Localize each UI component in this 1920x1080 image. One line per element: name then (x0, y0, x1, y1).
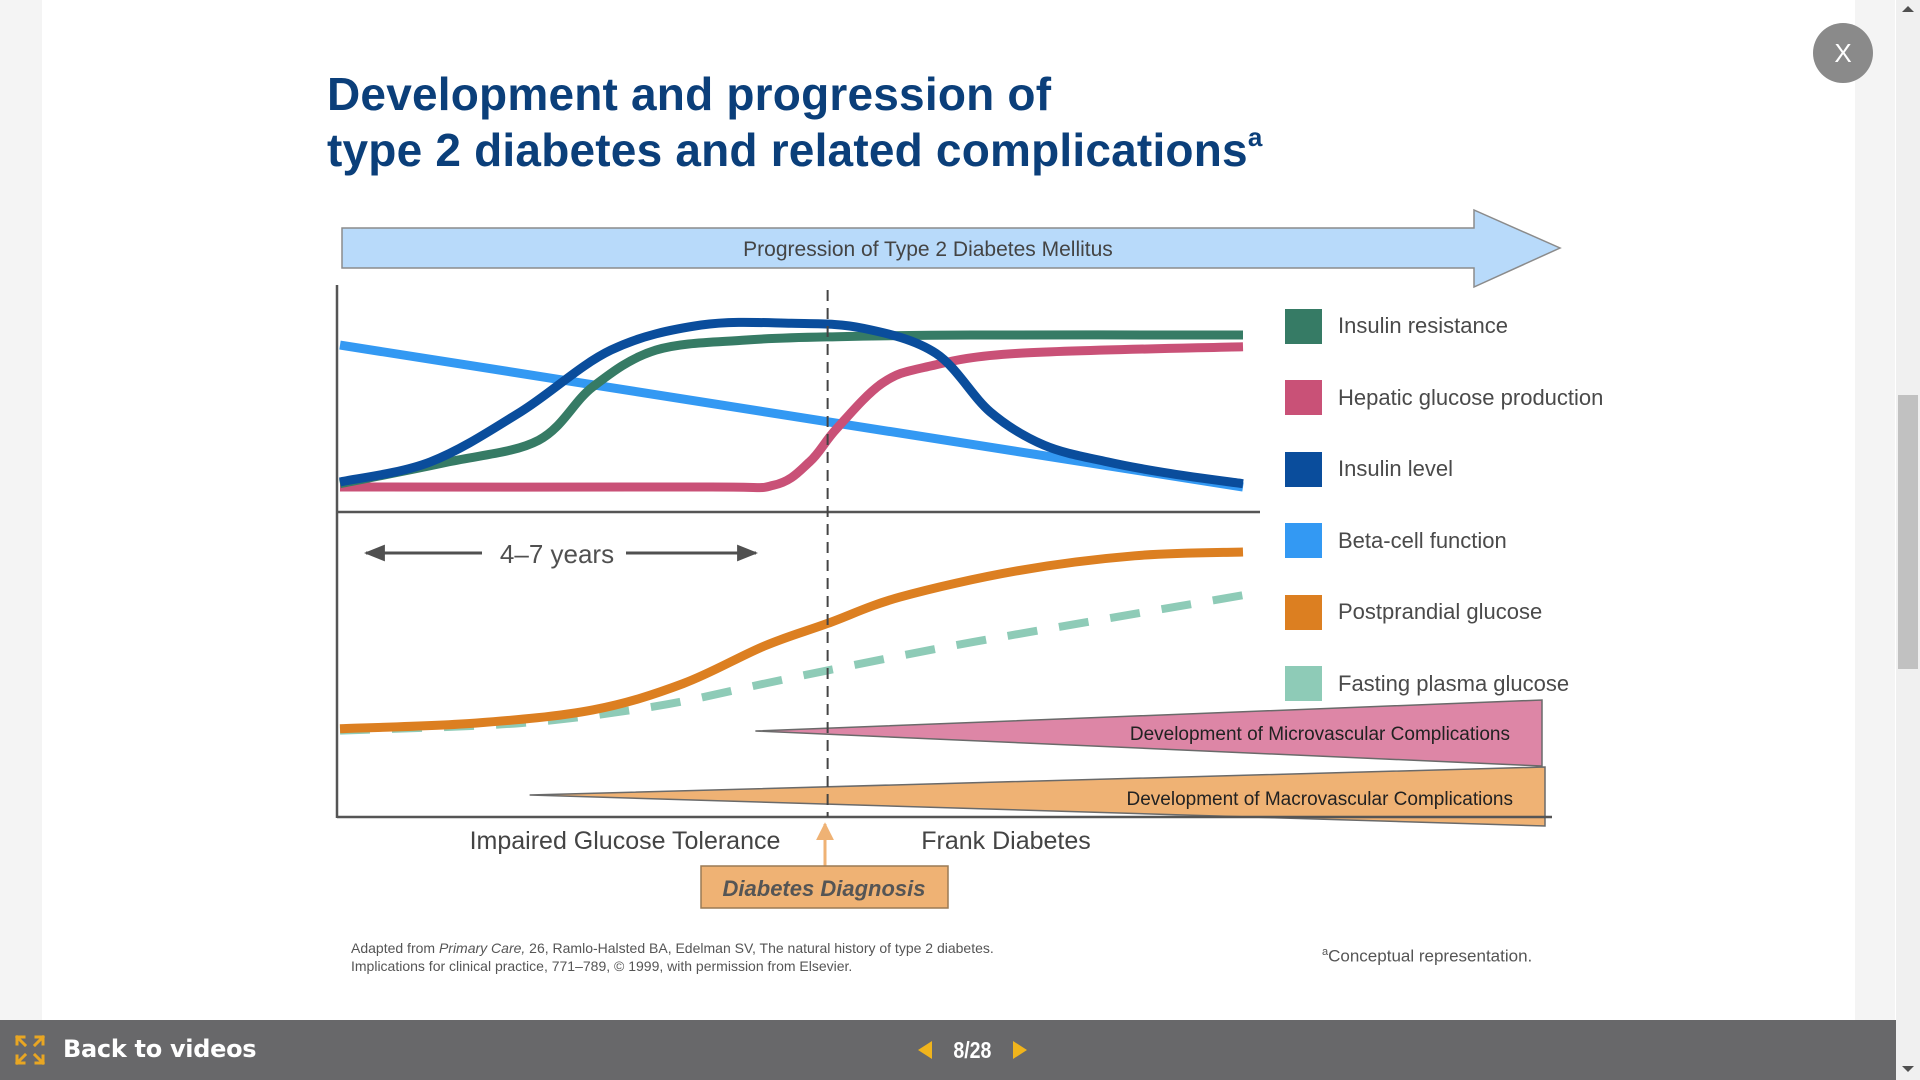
x-label-left: Impaired Glucose Tolerance (470, 827, 781, 855)
back-to-videos-link[interactable]: Back to videos (63, 1035, 257, 1063)
slide-pager: 8/28 (918, 1034, 1027, 1066)
x-label-right: Frank Diabetes (921, 827, 1091, 855)
legend-label: Beta-cell function (1338, 527, 1507, 553)
left-gutter (0, 0, 42, 1020)
legend-swatch (1285, 594, 1322, 630)
legend-item-insulin-level: Insulin level (1285, 450, 1453, 488)
legend-label: Postprandial glucose (1338, 599, 1543, 624)
diagram-chart: Progression of Type 2 Diabetes Mellitus … (335, 208, 1562, 909)
legend-label: Insulin resistance (1338, 313, 1508, 338)
series-line-beta-cell-function (339, 340, 1244, 492)
legend-label: Insulin level (1338, 456, 1453, 481)
series-line-insulin-level (339, 317, 1244, 489)
series-line-insulin-resistance (339, 330, 1244, 489)
legend-swatch (1285, 451, 1322, 487)
title-superscript: a (1247, 122, 1263, 152)
triangle-left-icon[interactable] (918, 1041, 932, 1059)
banner-arrow-shape (341, 208, 1562, 289)
diagnosis-box (700, 865, 949, 909)
band-development-of-macrovascular-complications (529, 766, 1546, 827)
lower-panel-series (339, 547, 1244, 735)
conceptual-note: aConceptual representation. (1322, 946, 1532, 967)
banner-label: Progression of Type 2 Diabetes Mellitus (743, 238, 1113, 261)
triangle-right-icon[interactable] (1012, 1041, 1027, 1059)
legend-item-hepatic-glucose-production: Hepatic glucose production (1285, 379, 1603, 417)
expand-arrows-icon[interactable] (14, 1034, 46, 1066)
duration-annotation: 4–7 years (363, 539, 759, 569)
legend-label: Hepatic glucose production (1338, 384, 1604, 410)
title-line-2: type 2 diabetes and related complication… (327, 124, 1248, 176)
progression-banner-arrow: Progression of Type 2 Diabetes Mellitus (341, 208, 1562, 289)
note-text: Conceptual representation. (1328, 946, 1533, 966)
complication-bands: Development of Microvascular Complicatio… (529, 699, 1546, 827)
close-label: X (1834, 37, 1852, 68)
bottom-bar: Back to videos 8/28 (0, 1020, 1896, 1080)
band-label-development-of-microvascular-complications: Development of Microvascular Complicatio… (1130, 724, 1510, 745)
vertical-scrollbar[interactable] (1896, 0, 1920, 1080)
scroll-up-arrow-icon[interactable] (1902, 6, 1914, 12)
page-indicator: 8/28 (953, 1036, 992, 1063)
citation-line-2: Implications for clinical practice, 771–… (351, 958, 853, 974)
legend-item-fasting-plasma-glucose: Fasting plasma glucose (1285, 665, 1569, 703)
series-line-postprandial-glucose (339, 547, 1244, 734)
scroll-thumb[interactable] (1898, 395, 1918, 669)
diagnosis-label: Diabetes Diagnosis (723, 876, 926, 901)
legend-item-beta-cell-function: Beta-cell function (1285, 522, 1507, 560)
close-button[interactable]: X (1813, 23, 1873, 83)
legend-swatch (1285, 380, 1322, 415)
citation-prefix: Adapted from (351, 940, 439, 956)
slide-title: Development and progression of type 2 di… (327, 66, 1262, 178)
right-gutter (1855, 0, 1895, 1020)
band-label-development-of-macrovascular-complications: Development of Macrovascular Complicatio… (1127, 789, 1514, 810)
title-line-1: Development and progression of (327, 68, 1052, 120)
legend-swatch (1285, 666, 1322, 701)
legend-swatch (1285, 523, 1322, 558)
scroll-down-arrow-icon[interactable] (1902, 1066, 1914, 1072)
citation-journal: Primary Care, (438, 940, 526, 956)
duration-label: 4–7 years (500, 539, 614, 569)
legend-item-insulin-resistance: Insulin resistance (1285, 307, 1508, 345)
citation-footnote: Adapted from Primary Care, 26, Ramlo-Hal… (351, 939, 994, 975)
upper-panel-series (339, 317, 1244, 493)
series-line-fasting-plasma-glucose (339, 591, 1244, 735)
legend-swatch (1285, 308, 1322, 344)
citation-line-1: 26, Ramlo-Halsted BA, Edelman SV, The na… (525, 940, 994, 956)
band-development-of-microvascular-complications (755, 699, 1543, 767)
note-superscript: a (1322, 946, 1329, 958)
legend-label: Fasting plasma glucose (1338, 670, 1570, 696)
diagnosis-marker: Diabetes Diagnosis (700, 822, 949, 909)
series-line-hepatic-glucose-production (339, 342, 1244, 493)
legend-item-postprandial-glucose: Postprandial glucose (1285, 593, 1542, 631)
